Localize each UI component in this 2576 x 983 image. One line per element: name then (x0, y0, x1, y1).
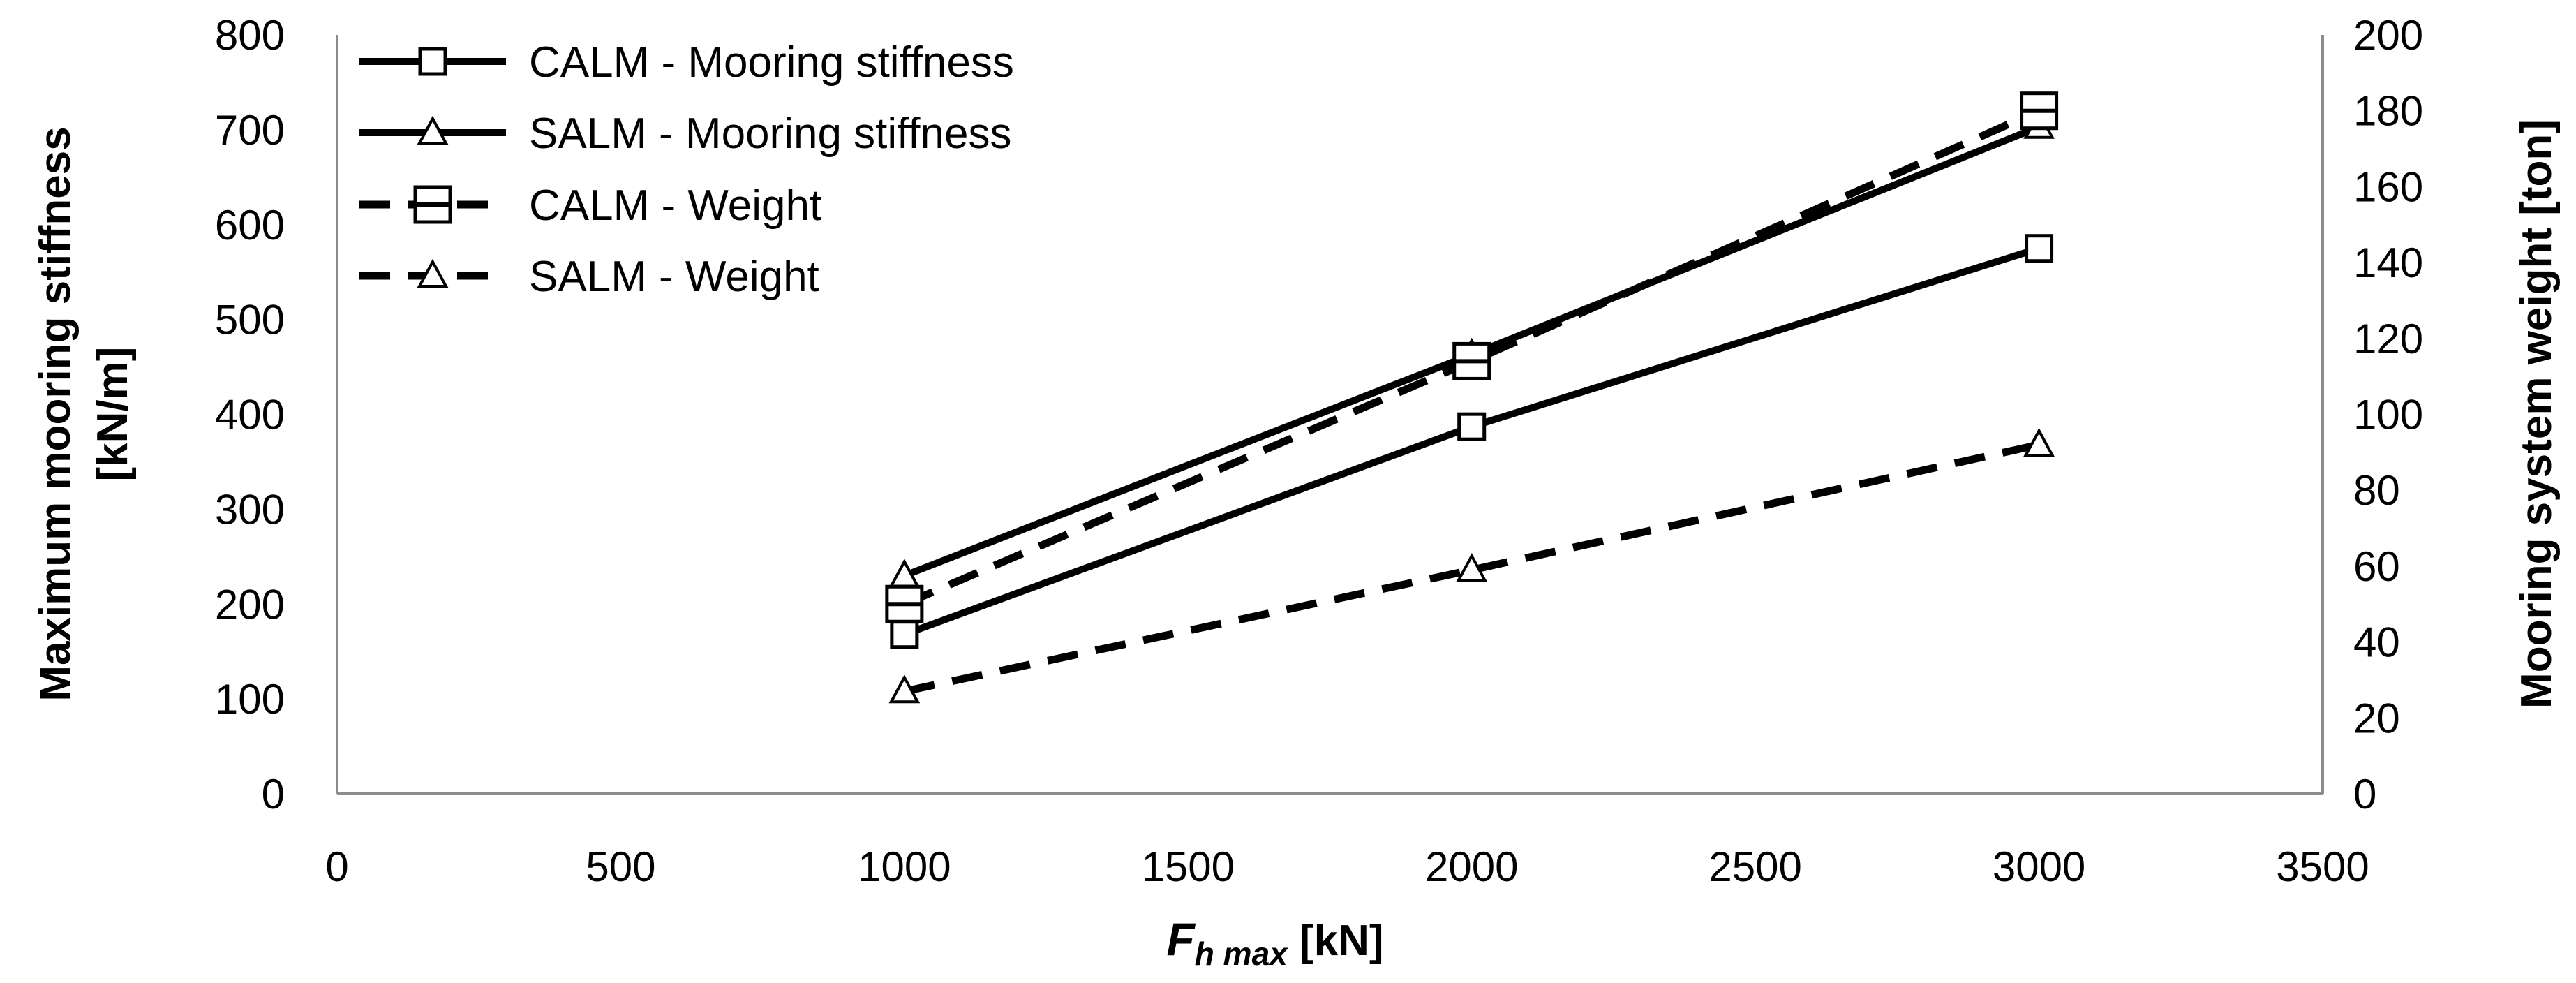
x-tick-label: 2000 (1425, 843, 1518, 890)
y-left-tick-label: 300 (215, 486, 285, 533)
x-tick-label: 0 (325, 843, 348, 890)
y-right-tick-label: 20 (2353, 695, 2400, 741)
y-right-tick-label: 40 (2353, 619, 2400, 666)
series-line (902, 107, 2041, 608)
y-right-tick-label: 100 (2353, 392, 2423, 438)
y-left-tick-label: 400 (215, 392, 285, 438)
axes (336, 35, 2324, 795)
y-right-tick-label: 140 (2353, 239, 2423, 286)
series-2 (885, 91, 2059, 623)
legend-swatch-marker (417, 258, 449, 288)
y-right-tick-label: 180 (2353, 88, 2423, 135)
y-right-tick-label: 120 (2353, 316, 2423, 362)
legend-swatch-marker (413, 185, 452, 224)
y-right-tick-labels: 0 20 40 60 80 100 120 140 160 180 200 (2353, 12, 2423, 818)
x-axis-title-unit: [kN] (1288, 917, 1384, 965)
y-left-tick-label: 200 (215, 581, 285, 628)
data-point (1452, 341, 1491, 380)
x-axis-title: Fh max [kN] (1166, 913, 1383, 972)
y-right-tick-label: 80 (2353, 467, 2400, 514)
x-tick-label: 3000 (1993, 843, 2085, 890)
legend-label: SALM - Weight (529, 253, 819, 301)
y-left-axis-title-line2: [kN/m] (89, 347, 137, 482)
y-left-tick-label: 700 (215, 107, 285, 154)
legend-label: SALM - Mooring stiffness (529, 110, 1011, 158)
y-right-tick-label: 160 (2353, 163, 2423, 210)
y-right-tick-label: 0 (2353, 771, 2376, 818)
data-point (2025, 234, 2054, 263)
y-left-tick-label: 0 (262, 771, 285, 818)
x-tick-label: 500 (586, 843, 655, 890)
x-axis-title-main: F (1166, 913, 1196, 965)
legend-swatch-marker (417, 115, 449, 145)
x-tick-labels: 0 500 1000 1500 2000 2500 3000 3500 (325, 843, 2369, 890)
y-right-tick-label: 200 (2353, 12, 2423, 59)
legend-entry: CALM - Weight (359, 182, 821, 230)
data-point (2020, 91, 2059, 131)
x-tick-label: 2500 (1708, 843, 1801, 890)
series-0 (890, 234, 2054, 649)
data-point (2023, 427, 2055, 457)
legend: CALM - Mooring stiffness SALM - Mooring s… (359, 38, 1014, 301)
y-left-tick-label: 500 (215, 297, 285, 343)
legend-label: CALM - Weight (529, 182, 821, 230)
legend-label: CALM - Mooring stiffness (529, 38, 1014, 87)
data-point (888, 674, 921, 704)
x-axis-title-sub: h max (1195, 936, 1289, 972)
y-left-tick-label: 100 (215, 676, 285, 723)
y-left-axis-title-line1: Maximum mooring stiffness (31, 126, 80, 701)
x-tick-label: 3500 (2276, 843, 2369, 890)
data-point (1456, 553, 1488, 582)
data-point (885, 584, 924, 623)
legend-entry: SALM - Mooring stiffness (359, 110, 1011, 158)
series-layer (885, 91, 2059, 704)
series-3 (888, 427, 2055, 704)
legend-swatch-marker (418, 47, 447, 76)
y-left-tick-labels: 0 100 200 300 400 500 600 700 800 (215, 12, 285, 818)
legend-entry: SALM - Weight (359, 253, 819, 301)
y-right-tick-label: 60 (2353, 543, 2400, 590)
data-point (890, 620, 919, 649)
x-tick-label: 1500 (1142, 843, 1235, 890)
x-tick-label: 1000 (858, 843, 951, 890)
legend-entry: CALM - Mooring stiffness (359, 38, 1014, 87)
data-point (1457, 412, 1487, 441)
y-left-tick-label: 800 (215, 12, 285, 59)
y-right-axis-title: Mooring system weight [ton] (2512, 119, 2561, 709)
y-left-tick-label: 600 (215, 202, 285, 249)
